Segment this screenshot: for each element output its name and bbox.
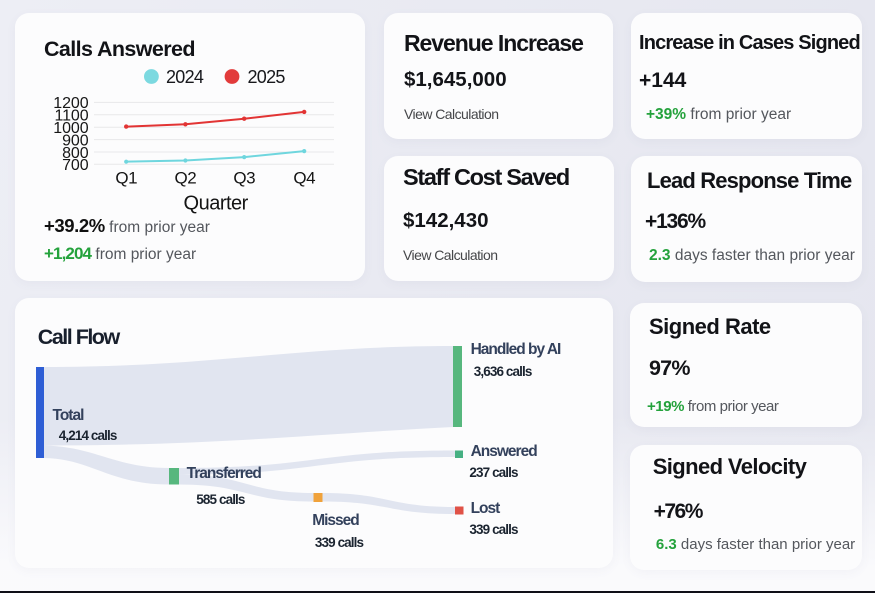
svg-text:Q2: Q2 [175, 169, 197, 188]
svg-text:Q1: Q1 [115, 169, 137, 188]
svg-text:1200: 1200 [53, 95, 88, 112]
svg-text:700: 700 [62, 157, 89, 174]
svg-text:2024: 2024 [166, 67, 204, 87]
svg-text:Q4: Q4 [293, 169, 315, 188]
svg-text:1000: 1000 [53, 120, 88, 137]
svg-text:900: 900 [62, 132, 89, 149]
svg-text:Q3: Q3 [233, 169, 255, 188]
svg-text:800: 800 [62, 145, 89, 162]
svg-text:Quarter: Quarter [184, 193, 249, 215]
svg-text:1100: 1100 [54, 108, 88, 125]
svg-text:2025: 2025 [248, 67, 286, 87]
